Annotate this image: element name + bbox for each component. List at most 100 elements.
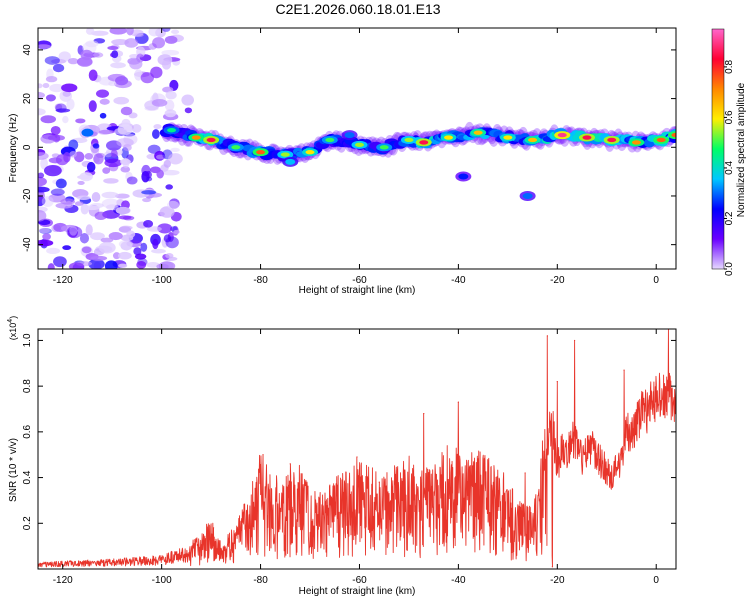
heatmap-ridge-peak — [256, 149, 266, 155]
heatmap-noise-cell — [38, 91, 46, 99]
heatmap-noise-cell — [47, 263, 55, 269]
snr-peak-point — [212, 527, 215, 529]
x-tick-label: -20 — [550, 575, 565, 586]
heatmap-noise-cell — [86, 161, 96, 173]
x-tick-label: 0 — [653, 575, 659, 586]
heatmap-blob — [285, 158, 296, 165]
spectrogram-x-ticks: -120 -100 -80 -60 -40 -20 0 — [53, 28, 659, 286]
heatmap-noise-cell — [103, 178, 119, 184]
heatmap-noise-cell — [115, 193, 130, 199]
heatmap-noise-cell — [109, 28, 127, 35]
heatmap-noise-cell — [151, 99, 168, 107]
heatmap-noise-cell — [107, 73, 126, 82]
heatmap-noise-cell — [69, 151, 77, 158]
heatmap-noise-cell — [38, 152, 49, 160]
heatmap-noise-cell — [46, 247, 61, 255]
heatmap-noise-cell — [93, 153, 104, 165]
heatmap-noise-cell — [108, 81, 117, 87]
heatmap-noise-cell — [118, 215, 132, 220]
heatmap-noise-cell — [107, 45, 119, 51]
snr-frame — [37, 328, 677, 570]
heatmap-ridge-peak — [607, 137, 617, 143]
snr-y-label: SNR (10 * v/v) — [8, 438, 19, 502]
heatmap-noise-cell — [69, 225, 78, 236]
heatmap-noise-cell — [84, 153, 94, 160]
colorbar-scale — [711, 28, 725, 270]
heatmap-noise-cell — [66, 98, 75, 110]
heatmap-ridge-peak — [443, 135, 453, 140]
heatmap-noise-cell — [88, 100, 97, 112]
heatmap-noise-cell — [90, 255, 108, 261]
snr-plot — [38, 329, 676, 568]
heatmap-noise-cell — [134, 33, 144, 38]
colorbar-tick-label: 0.0 — [724, 262, 735, 276]
snr-panel: -120 -100 -80 -60 -40 -20 0 0.2 0.4 0.6 0.8 1.0 He… — [7, 316, 677, 597]
heatmap-noise-cell — [124, 38, 139, 48]
snr-peak-point — [356, 456, 358, 458]
svg-text:(x104): (x104) — [7, 316, 18, 340]
spectrogram-panel: -120 -100 -80 -60 -40 -20 0 -40 -20 0 20 40 Height… — [8, 27, 677, 296]
heatmap-noise-cell — [40, 157, 48, 170]
heatmap-noise-cell — [99, 98, 110, 105]
heatmap-noise-cell — [129, 53, 140, 59]
snr-x-label: Height of straight line (km) — [299, 586, 416, 597]
snr-peak-point — [289, 463, 291, 465]
x-tick-label: -120 — [53, 575, 73, 586]
heatmap-blob — [344, 132, 355, 139]
heatmap-ridge-peak — [379, 145, 389, 150]
heatmap-noise-cell — [145, 170, 152, 179]
heatmap-ridge-peak — [231, 145, 241, 150]
heatmap-noise-cell — [134, 69, 143, 81]
heatmap-noise-cell — [115, 206, 131, 215]
snr-peak-point — [556, 380, 558, 383]
x-tick-label: -60 — [352, 575, 367, 586]
heatmap-noise-cell — [61, 83, 78, 93]
figure-title: C2E1.2026.060.18.01.E13 — [275, 1, 440, 17]
x-tick-label: -20 — [550, 275, 565, 286]
snr-x-ticks: -120 -100 -80 -60 -40 -20 0 — [53, 329, 659, 586]
snr-peak-point — [423, 412, 425, 415]
heatmap-noise-cell — [66, 226, 83, 239]
heatmap-noise-cell — [133, 247, 142, 256]
heatmap-noise-cell — [117, 251, 132, 260]
heatmap-noise-cell — [95, 89, 110, 98]
heatmap-ridge-peak — [206, 137, 216, 143]
heatmap-noise-cell — [38, 108, 46, 116]
heatmap-blob — [458, 173, 469, 180]
heatmap-noise-cell — [49, 83, 65, 93]
heatmap-noise-cell — [67, 227, 78, 238]
heatmap-noise-cell — [60, 198, 76, 205]
heatmap-noise-cell — [120, 106, 133, 116]
spectrogram-heatmap — [38, 28, 676, 269]
heatmap-ridge-peak — [528, 137, 538, 143]
heatmap-noise-cell — [90, 232, 105, 241]
y-tick-label: 20 — [22, 93, 33, 105]
colorbar-tick-label: 0.6 — [724, 110, 735, 124]
heatmap-noise-cell — [131, 123, 142, 133]
heatmap-ridge-peak — [167, 128, 177, 133]
y-tick-label: -40 — [22, 237, 33, 252]
heatmap-noise-cell — [112, 252, 121, 260]
heatmap-noise-cell — [143, 219, 154, 228]
heatmap-noise-cell — [99, 112, 107, 119]
y-tick-label: 0.2 — [22, 516, 33, 530]
spectrogram-frame — [37, 27, 677, 270]
heatmap-ridge-peak — [305, 149, 315, 155]
heatmap-noise-cell — [38, 186, 50, 193]
heatmap-noise-cell — [79, 232, 90, 244]
heatmap-noise-cell — [110, 62, 126, 69]
heatmap-ridge-peak — [671, 132, 676, 138]
heatmap-noise-cell — [161, 28, 171, 32]
heatmap-noise-cell — [82, 205, 101, 211]
colorbar-tick-label: 0.4 — [724, 161, 735, 175]
snr-multiplier-close: ) — [8, 316, 18, 319]
heatmap-noise-cell — [111, 50, 119, 59]
heatmap-noise-cell — [108, 232, 123, 241]
colorbar-label: Normalized spectral amplitude — [736, 82, 747, 217]
heatmap-noise-cell — [140, 242, 148, 252]
heatmap-noise-cell — [75, 118, 86, 124]
heatmap-noise-cell — [157, 54, 173, 66]
heatmap-noise-cell — [41, 196, 54, 207]
heatmap-noise-cell — [38, 209, 47, 222]
